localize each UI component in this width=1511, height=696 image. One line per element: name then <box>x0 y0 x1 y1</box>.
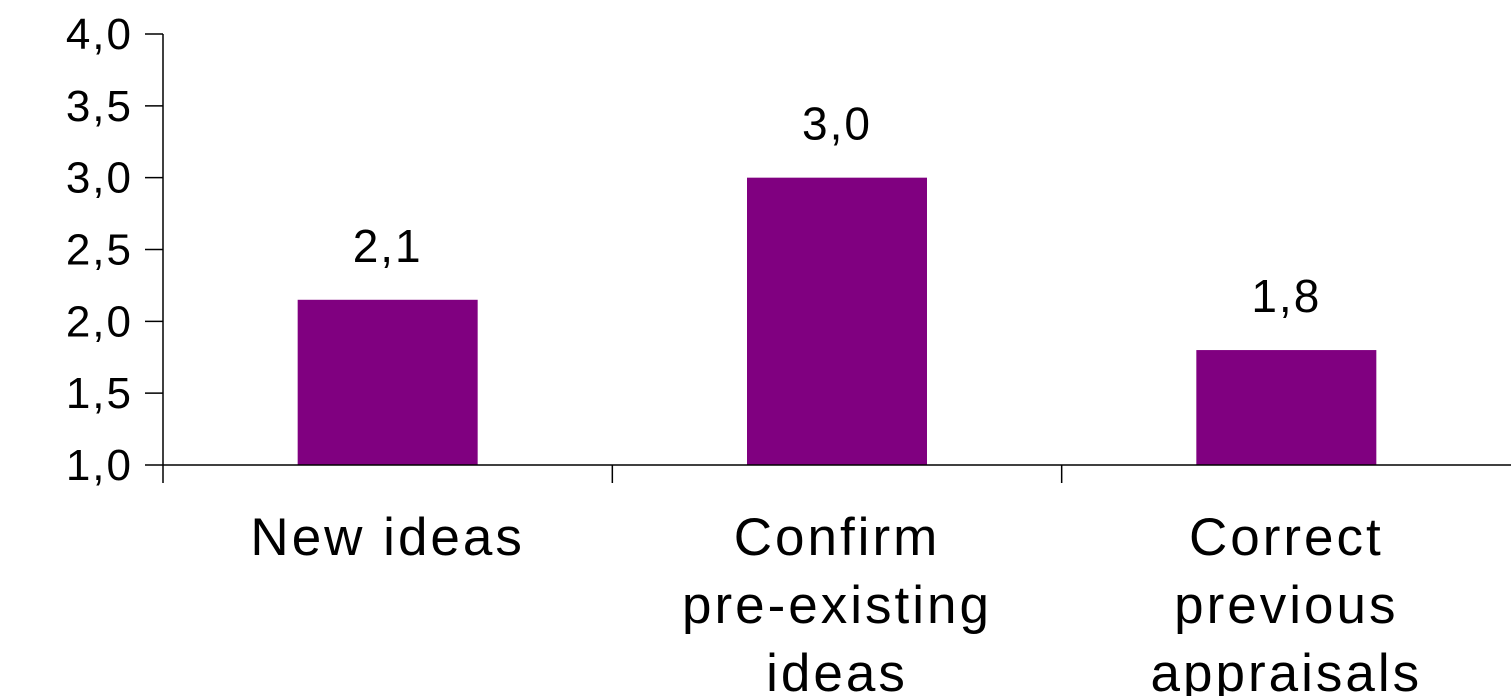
x-axis-ticks <box>611 465 1063 483</box>
data-label: 3,0 <box>802 98 872 150</box>
bar <box>747 177 927 465</box>
category-label: pre-existing <box>682 576 992 635</box>
y-axis-ticks: 1,0 1,5 2,0 2,5 3,0 3,5 4,0 <box>66 10 163 490</box>
category-labels: New ideas Confirm pre-existing ideas Correct… <box>250 508 1423 696</box>
y-tick-label: 3,0 <box>66 154 133 203</box>
data-label: 1,8 <box>1251 270 1321 322</box>
category-label: Confirm <box>734 508 941 567</box>
y-tick-label: 1,0 <box>66 441 133 490</box>
category-label: Correct <box>1189 508 1384 567</box>
bar <box>297 299 478 465</box>
bar <box>1196 350 1377 465</box>
category-label: previous <box>1174 576 1398 635</box>
y-tick-label: 3,5 <box>66 82 133 131</box>
category-label: ideas <box>766 644 908 696</box>
y-tick-label: 1,5 <box>66 369 133 418</box>
y-tick-label: 4,0 <box>66 10 133 59</box>
y-tick-label: 2,0 <box>66 297 133 346</box>
category-label: appraisals <box>1151 644 1423 696</box>
y-tick-label: 2,5 <box>66 226 133 275</box>
data-label: 2,1 <box>353 220 423 272</box>
axes <box>162 34 1511 483</box>
data-labels: 2,1 3,0 1,8 <box>353 98 1321 322</box>
bars <box>297 177 1377 465</box>
category-label: New ideas <box>250 508 524 567</box>
